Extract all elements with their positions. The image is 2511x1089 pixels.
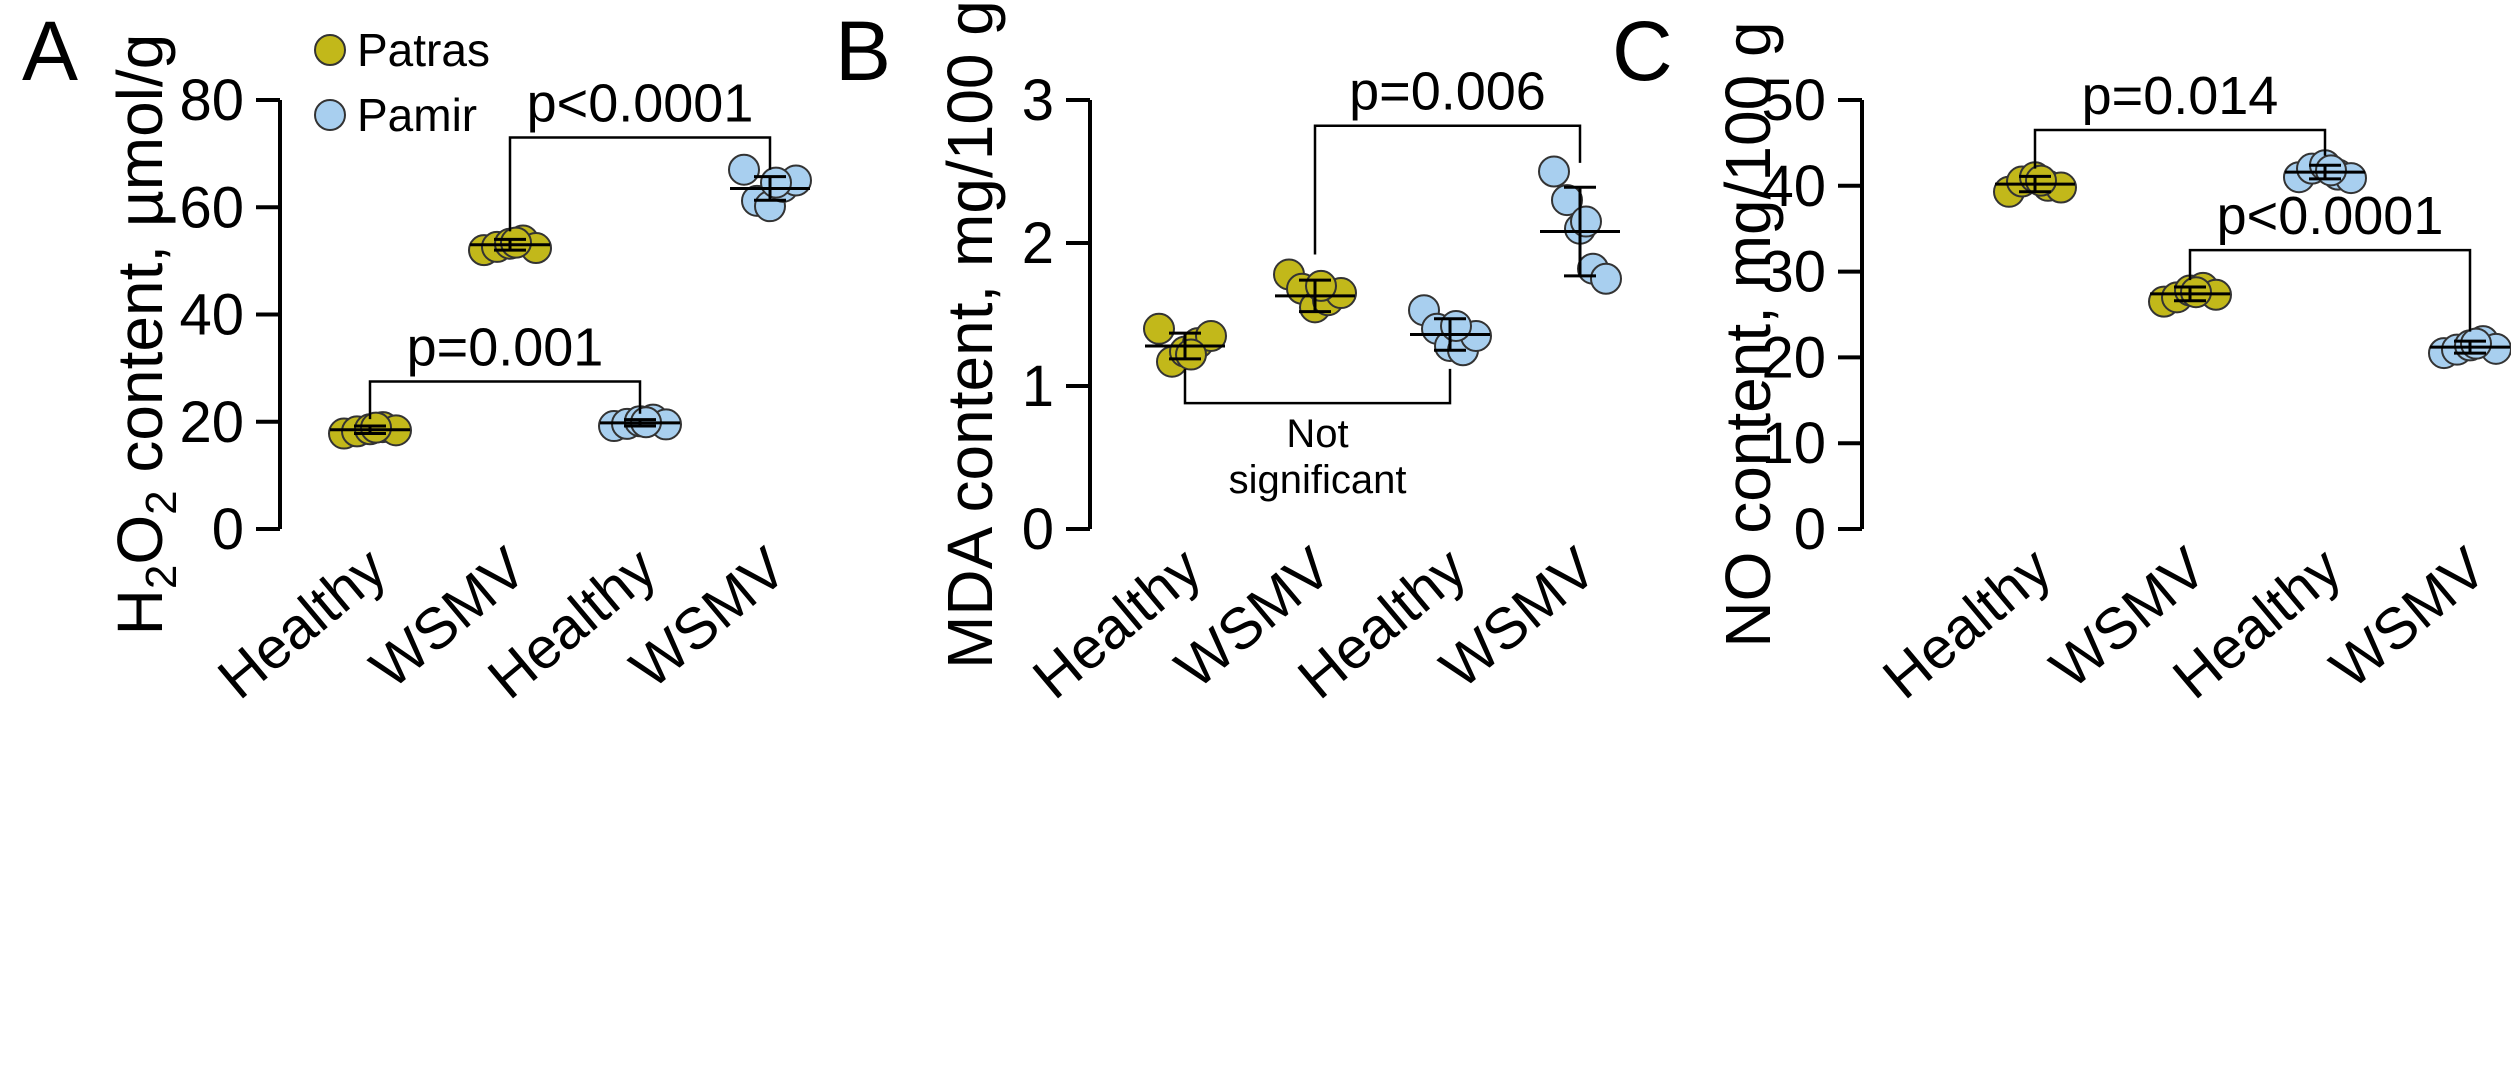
panel-a-y-axis-label-part: O: [104, 515, 176, 565]
panel-c-y-tick-label: 10: [1761, 411, 1826, 476]
panel-b-letter: B: [835, 4, 891, 98]
panel-a-y-axis-label: H2O2 content, µmol/g: [104, 34, 186, 636]
panel-b-y-tick-label: 1: [1022, 354, 1054, 419]
panel-c-p-value-label: p=0.014: [2082, 66, 2279, 126]
panel-b-ns-label-line1: Not: [1286, 412, 1348, 456]
panel-a-y-tick-label: 0: [212, 497, 244, 562]
panel-b-data-point: [1551, 184, 1583, 217]
panel-c-x-category-label: WSMV: [2318, 535, 2498, 701]
panel-a-data-point: [728, 153, 760, 186]
panel-c-significance-bracket: [2188, 248, 2472, 332]
panel-a-p-value-label: p<0.0001: [527, 74, 754, 134]
panel-a-significance-bracket: [368, 380, 642, 420]
legend-label-patras: Patras: [357, 24, 490, 76]
panel-b-data-point: [1143, 312, 1175, 345]
panel-c-y-tick-label: 0: [1794, 497, 1826, 562]
panel-a-data-point: [360, 411, 392, 444]
panel-a-y-tick-label: 20: [179, 390, 244, 455]
panel-a-y-tick-label: 40: [179, 283, 244, 348]
panel-a-y-axis-label-part: 2: [137, 565, 186, 589]
panel-c-y-tick-label: 30: [1761, 240, 1826, 305]
panel-a-y-axis-label-part: 2: [137, 490, 186, 514]
panel-a-data-point: [500, 226, 532, 259]
panel-b-data-point: [1590, 262, 1622, 295]
panel-b-y-tick-label: 0: [1022, 497, 1054, 562]
panel-c-y-tick-label: 50: [1761, 68, 1826, 133]
panel-a-y-axis-label-part: content, µmol/g: [104, 34, 176, 491]
panel-c-data-point: [2315, 154, 2347, 187]
panel-a-significance-bracket: [508, 136, 772, 232]
panel-c-x-category-label: Healthy: [1871, 535, 2063, 711]
panel-c-y-tick-label: 20: [1761, 325, 1826, 390]
legend: Patras Pamir: [314, 24, 490, 141]
panel-b-data-point: [1175, 338, 1207, 371]
panel-c-y-tick-label: 40: [1761, 154, 1826, 219]
panel-c-p-value-label: p<0.0001: [2217, 186, 2444, 246]
panel-c-letter: C: [1612, 4, 1673, 98]
panel-b-significance-bracket: [1313, 124, 1582, 255]
panel-b-data-point: [1440, 309, 1472, 342]
panel-b-y-tick-label: 2: [1022, 211, 1054, 276]
panel-b-p-value-label: p=0.006: [1349, 62, 1546, 122]
panel-b-y-axis-label: MDA content, mg/100 g: [934, 0, 1006, 669]
panel-a-data-point: [760, 166, 792, 199]
panel-c-significance-bracket: [2033, 128, 2327, 169]
panel-b-y-tick-label: 3: [1022, 68, 1054, 133]
panel-a-y-axis-label-part: H: [104, 589, 176, 635]
legend-marker-pamir: [314, 99, 346, 131]
panel-c-data-point: [2180, 276, 2212, 309]
panel-a-y-tick-label: 60: [179, 175, 244, 240]
panel-a-y-tick-label: 80: [179, 68, 244, 133]
panel-a-p-value-label: p=0.001: [407, 318, 604, 378]
panel-b-ns-bracket: [1183, 368, 1452, 405]
panel-b-data-point: [1195, 319, 1227, 352]
legend-marker-patras: [314, 34, 346, 66]
panel-b-ns-label-line2: significant: [1229, 458, 1407, 502]
panel-c-y-axis-label: NO content, mg/100 g: [1712, 21, 1784, 647]
legend-label-pamir: Pamir: [357, 89, 477, 141]
panel-a-letter: A: [22, 4, 78, 98]
panel-b-data-point: [1538, 155, 1570, 188]
